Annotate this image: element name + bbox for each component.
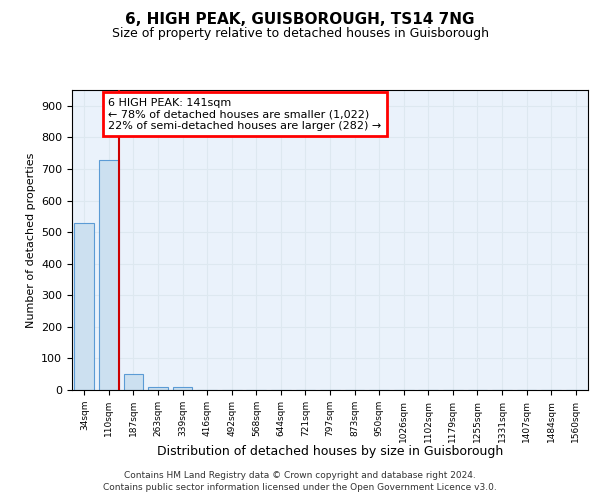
Text: Size of property relative to detached houses in Guisborough: Size of property relative to detached ho… [112,28,488,40]
Bar [124,374,143,390]
Bar [173,387,193,390]
Bar [148,387,168,390]
Text: 6 HIGH PEAK: 141sqm
← 78% of detached houses are smaller (1,022)
22% of semi-det: 6 HIGH PEAK: 141sqm ← 78% of detached ho… [108,98,382,130]
Bar [74,222,94,390]
Y-axis label: Number of detached properties: Number of detached properties [26,152,35,328]
Bar [99,160,119,390]
Text: 6, HIGH PEAK, GUISBOROUGH, TS14 7NG: 6, HIGH PEAK, GUISBOROUGH, TS14 7NG [125,12,475,28]
Text: Contains HM Land Registry data © Crown copyright and database right 2024.
Contai: Contains HM Land Registry data © Crown c… [103,471,497,492]
Text: Distribution of detached houses by size in Guisborough: Distribution of detached houses by size … [157,444,503,458]
